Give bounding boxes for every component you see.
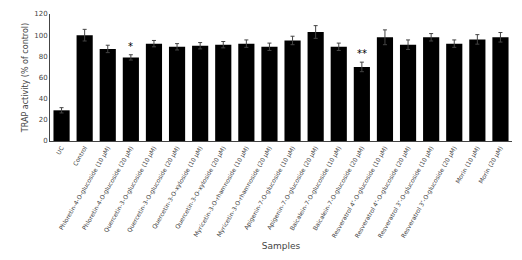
svg-text:Quercetin-3-O-xyloside (20 μM): Quercetin-3-O-xyloside (20 μM) — [173, 145, 227, 231]
svg-text:120: 120 — [34, 10, 47, 18]
svg-text:100: 100 — [34, 32, 47, 40]
svg-text:0: 0 — [43, 137, 47, 145]
svg-text:Morin (10 μM): Morin (10 μM) — [454, 145, 482, 185]
svg-text:Quercetin-3-O-xyloside (10 μM): Quercetin-3-O-xyloside (10 μM) — [150, 145, 204, 231]
svg-text:Phloretin-4-O-glucoside (10 μM: Phloretin-4-O-glucoside (10 μM) — [57, 145, 112, 232]
svg-text:Phloretin-4-O-glucoside (20 μM: Phloretin-4-O-glucoside (20 μM) — [80, 145, 135, 232]
svg-text:Morin (20 μM): Morin (20 μM) — [477, 145, 505, 185]
svg-text:Samples: Samples — [262, 241, 301, 251]
svg-text:Resveratrol 4’-O-glucoside (20: Resveratrol 4’-O-glucoside (20 μM) — [353, 145, 412, 240]
svg-text:UC: UC — [55, 145, 65, 156]
svg-text:40: 40 — [39, 95, 48, 103]
svg-text:Control: Control — [71, 144, 88, 167]
svg-text:**: ** — [357, 48, 367, 59]
svg-text:Resveratrol 4’-O-glucoside (10: Resveratrol 4’-O-glucoside (10 μM) — [330, 145, 389, 240]
svg-text:*: * — [128, 41, 133, 52]
svg-text:Quercetin-3-O-glucoside (20 μM: Quercetin-3-O-glucoside (20 μM) — [125, 145, 181, 234]
svg-text:Baicalein-7-O-glucoside (20 μM: Baicalein-7-O-glucoside (20 μM) — [311, 145, 366, 232]
svg-text:Apigenin-7-O-glucoside (10 μM): Apigenin-7-O-glucoside (10 μM) — [242, 145, 297, 232]
svg-text:Quercetin-3-O-glucoside (10 μM: Quercetin-3-O-glucoside (10 μM) — [102, 145, 158, 234]
svg-text:20: 20 — [39, 116, 48, 124]
svg-text:60: 60 — [39, 74, 48, 82]
svg-text:Myricetin-3-O-rhamnoside (10 μ: Myricetin-3-O-rhamnoside (10 μM) — [192, 145, 251, 239]
svg-text:Resveratrol 3’-O-glucoside (10: Resveratrol 3’-O-glucoside (10 μM) — [376, 145, 435, 240]
svg-text:Resveratrol 3’-O-glucoside (20: Resveratrol 3’-O-glucoside (20 μM) — [399, 145, 458, 240]
svg-text:Myricetin-3-O-rhamnoside (20 μ: Myricetin-3-O-rhamnoside (20 μM) — [215, 145, 274, 239]
svg-text:TRAP activity (% of control): TRAP activity (% of control) — [21, 23, 30, 133]
svg-text:80: 80 — [39, 53, 48, 61]
svg-text:Apigenin-7-O-glucoside (20 μM): Apigenin-7-O-glucoside (20 μM) — [265, 145, 320, 232]
svg-text:Baicalein-7-O-glucoside (10 μM: Baicalein-7-O-glucoside (10 μM) — [288, 145, 343, 232]
